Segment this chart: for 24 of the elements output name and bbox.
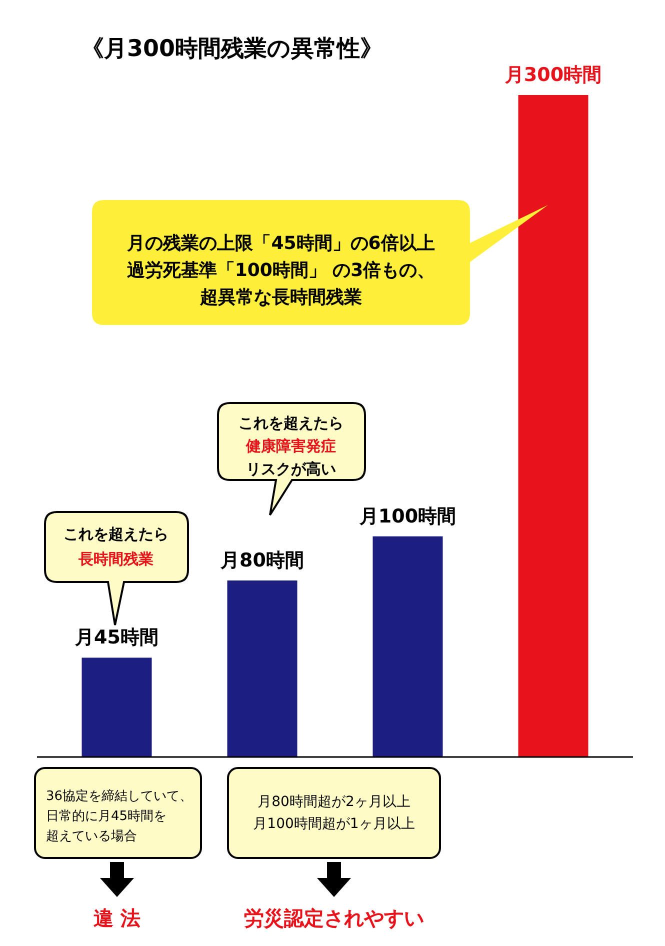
bar [82,658,152,757]
text: 月80時間超が2ヶ月以上 [258,794,410,810]
annotation: リスクが高い [246,460,336,478]
data-label: 月45時間 [74,626,158,649]
bar [518,95,588,757]
annotation: 月の残業の上限「45時間」の6倍以上 [126,233,435,254]
annotation: 過労死基準「100時間」 の3倍もの、 [126,260,436,281]
annotation: これを超えたら [238,414,344,432]
data-label: 月80時間 [220,549,304,572]
annotation: これを超えたら [64,525,168,543]
data-label: 月100時間 [358,505,456,528]
text: 違 法 [94,906,140,930]
text: 月100時間超が1ヶ月以上 [253,816,415,832]
annotation: 健康障害発症 [245,437,336,455]
bar [227,580,298,757]
annotation: 超異常な長時間残業 [199,287,362,308]
text: 36協定を締結していて、 [46,789,193,804]
text: 日常的に月45時間を [46,809,167,824]
text: 労災認定されやすい [244,906,424,930]
text: 超えている場合 [46,829,137,844]
data-label: 月300時間 [504,64,602,86]
bar [372,536,443,757]
chart-title: 《月300時間残業の異常性》 [80,36,384,62]
annotation: 長時間残業 [78,550,154,568]
